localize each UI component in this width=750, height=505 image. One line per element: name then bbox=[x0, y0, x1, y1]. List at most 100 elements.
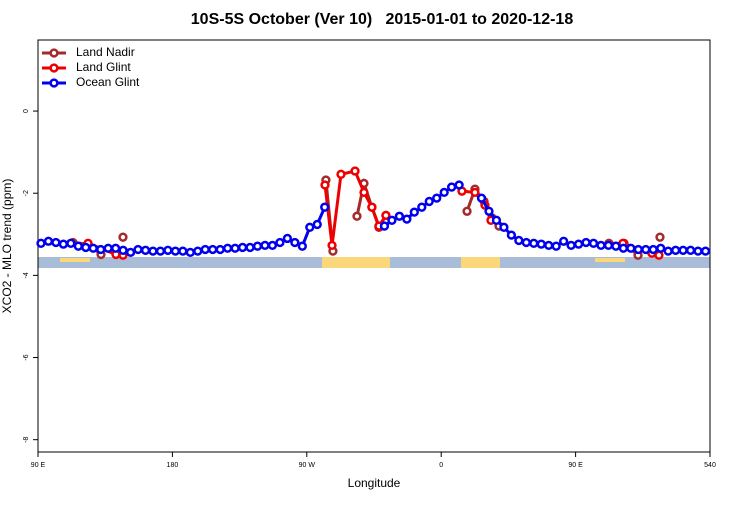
data-point bbox=[655, 232, 665, 242]
data-point bbox=[81, 242, 91, 253]
data-point bbox=[499, 222, 509, 232]
data-point bbox=[618, 243, 629, 253]
data-point bbox=[573, 239, 584, 249]
data-point bbox=[663, 246, 673, 256]
legend-marker bbox=[49, 48, 59, 58]
data-point bbox=[521, 237, 531, 248]
data-point bbox=[350, 166, 360, 176]
data-point bbox=[432, 193, 442, 203]
data-point bbox=[237, 242, 248, 253]
data-point bbox=[320, 180, 330, 190]
data-point bbox=[282, 233, 293, 244]
x-tick-label: 90 E bbox=[568, 462, 583, 469]
x-tick-label: 90 W bbox=[299, 462, 316, 469]
data-point bbox=[536, 239, 546, 249]
data-point bbox=[133, 244, 143, 255]
data-point bbox=[312, 219, 322, 230]
y-tick-label: -6 bbox=[23, 354, 30, 360]
data-point bbox=[454, 180, 464, 190]
x-tick-label: 0 bbox=[439, 462, 443, 469]
x-tick-label: 540 bbox=[704, 462, 716, 469]
data-point bbox=[230, 243, 240, 253]
data-point bbox=[596, 240, 606, 251]
data-point bbox=[245, 242, 255, 253]
data-point bbox=[36, 238, 46, 248]
data-point bbox=[476, 193, 487, 203]
data-point bbox=[566, 240, 576, 251]
land-strip-islands bbox=[60, 258, 90, 262]
data-point bbox=[118, 232, 128, 242]
data-point bbox=[387, 215, 397, 225]
data-point bbox=[611, 241, 621, 251]
series bbox=[36, 180, 711, 258]
data-point bbox=[170, 246, 181, 256]
data-point bbox=[439, 187, 449, 198]
legend-label: Land Glint bbox=[76, 60, 131, 74]
data-point bbox=[367, 202, 377, 212]
data-point bbox=[544, 240, 554, 251]
data-point bbox=[551, 241, 561, 251]
land-strip-africa bbox=[461, 257, 500, 268]
data-point bbox=[581, 237, 591, 248]
data-point bbox=[58, 239, 69, 249]
data-point bbox=[603, 240, 614, 251]
data-point bbox=[641, 244, 651, 255]
data-point bbox=[290, 237, 300, 248]
data-point bbox=[275, 237, 285, 248]
data-point bbox=[678, 245, 688, 255]
data-point bbox=[178, 246, 188, 256]
y-tick-label: -2 bbox=[23, 190, 30, 196]
data-point bbox=[633, 244, 643, 255]
data-point bbox=[200, 244, 210, 255]
data-point bbox=[352, 211, 362, 221]
data-point bbox=[208, 244, 218, 255]
data-point bbox=[484, 206, 494, 216]
data-point bbox=[66, 238, 76, 248]
data-point bbox=[155, 246, 166, 256]
data-point bbox=[626, 243, 636, 253]
data-point bbox=[223, 243, 233, 253]
data-point bbox=[185, 247, 195, 258]
data-point bbox=[267, 240, 278, 251]
data-point bbox=[402, 214, 412, 224]
data-point bbox=[671, 245, 681, 255]
data-point bbox=[260, 240, 270, 251]
data-point bbox=[148, 246, 158, 256]
data-point bbox=[43, 236, 54, 246]
data-point bbox=[327, 240, 337, 251]
chart-title: 10S-5S October (Ver 10) 2015-01-01 to 20… bbox=[191, 11, 574, 28]
data-point bbox=[559, 236, 569, 246]
land-strip-islands bbox=[595, 258, 625, 262]
data-point bbox=[193, 246, 203, 256]
data-point bbox=[118, 245, 128, 255]
data-point bbox=[685, 245, 696, 255]
data-point bbox=[215, 244, 225, 255]
data-point bbox=[417, 202, 427, 212]
data-point bbox=[693, 246, 703, 256]
data-point bbox=[470, 187, 480, 198]
land-strip bbox=[38, 257, 710, 268]
data-point bbox=[125, 247, 136, 258]
legend-label: Land Nadir bbox=[76, 45, 135, 59]
data-point bbox=[305, 222, 315, 232]
data-point bbox=[163, 245, 173, 255]
y-tick-label: -8 bbox=[23, 436, 30, 442]
y-tick-label: 0 bbox=[23, 109, 30, 113]
legend-marker bbox=[49, 63, 59, 73]
data-point bbox=[529, 238, 539, 248]
data-point bbox=[514, 235, 524, 246]
data-point bbox=[381, 210, 391, 221]
data-point bbox=[588, 238, 599, 248]
data-point bbox=[656, 243, 666, 253]
land-strip-americas bbox=[322, 257, 390, 268]
y-axis-label: XCO2 - MLO trend (ppm) bbox=[0, 179, 14, 314]
data-point bbox=[320, 202, 330, 212]
data-point bbox=[103, 243, 113, 253]
data-point bbox=[252, 241, 263, 251]
data-point bbox=[409, 207, 419, 217]
data-point bbox=[447, 182, 457, 192]
legend-marker bbox=[49, 78, 59, 88]
x-tick-label: 90 E bbox=[31, 462, 46, 469]
data-point bbox=[379, 221, 390, 231]
